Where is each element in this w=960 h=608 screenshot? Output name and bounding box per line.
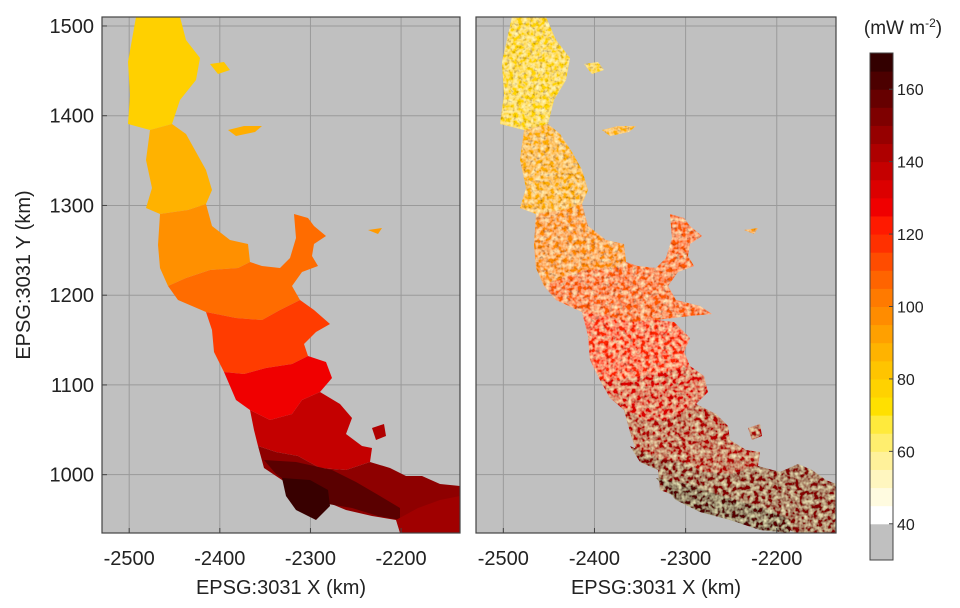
island bbox=[584, 62, 604, 74]
x-tick-label: -2400 bbox=[194, 548, 245, 570]
right-x-tick-labels: -2500 -2400 -2300 -2200 bbox=[478, 528, 802, 570]
colorbar-level bbox=[870, 270, 893, 289]
island bbox=[744, 228, 758, 234]
left-y-axis-label: EPSG:3031 Y (km) bbox=[13, 190, 35, 359]
left-x-tick-labels: -2500 -2400 -2300 -2200 bbox=[104, 528, 427, 570]
colorbar-level bbox=[870, 378, 893, 398]
colorbar-tick-labels: 40 60 80 100 120 140 160 bbox=[889, 82, 924, 534]
colorbar-level bbox=[870, 197, 893, 217]
x-tick-label: -2300 bbox=[660, 548, 711, 570]
band-112 bbox=[206, 300, 330, 374]
colorbar-level bbox=[870, 505, 893, 525]
band-98 bbox=[158, 204, 250, 286]
colorbar-level bbox=[870, 288, 893, 307]
colorbar-level bbox=[870, 179, 893, 199]
colorbar-level bbox=[870, 360, 893, 380]
x-tick-label: -2200 bbox=[376, 548, 427, 570]
x-tick-label: -2200 bbox=[751, 548, 802, 570]
colorbar-unit-label: (mW m-2) bbox=[864, 16, 942, 39]
band-104 bbox=[544, 214, 712, 322]
x-tick-label: -2500 bbox=[478, 548, 529, 570]
colorbar-level bbox=[870, 487, 893, 507]
y-tick-label: 1000 bbox=[50, 465, 95, 487]
colorbar-level bbox=[870, 415, 893, 434]
right-x-axis-label: EPSG:3031 X (km) bbox=[571, 577, 741, 599]
colorbar-tick-label: 140 bbox=[897, 155, 924, 172]
band-145 bbox=[630, 446, 836, 533]
band-112 bbox=[582, 312, 690, 380]
y-tick-label: 1500 bbox=[50, 16, 95, 38]
colorbar-level bbox=[870, 469, 893, 489]
colorbar-tick-label: 60 bbox=[897, 444, 915, 461]
colorbar-levels bbox=[870, 53, 893, 561]
left-y-tick-labels: 1000 1100 1200 1300 1400 1500 bbox=[50, 16, 107, 487]
right-map-panel: -2500 -2400 -2300 -2200 EPSG:3031 X (km) bbox=[475, 16, 837, 599]
colorbar-tick-label: 100 bbox=[897, 300, 924, 317]
colorbar-level bbox=[870, 342, 893, 362]
colorbar-level bbox=[870, 451, 893, 470]
colorbar-level bbox=[870, 433, 893, 452]
island bbox=[372, 424, 386, 440]
band-92 bbox=[520, 124, 588, 214]
left-plot-frame bbox=[101, 16, 461, 534]
colorbar-level bbox=[870, 234, 893, 253]
colorbar-tick-label: 120 bbox=[897, 227, 924, 244]
colorbar-level bbox=[870, 143, 893, 163]
island bbox=[210, 62, 230, 74]
island bbox=[748, 424, 762, 440]
band-132 bbox=[250, 392, 372, 470]
colorbar-level bbox=[870, 215, 893, 235]
x-tick-label: -2400 bbox=[569, 548, 620, 570]
left-map-panel: -2500 -2400 -2300 -2200 1000 1100 1200 1300 140… bbox=[13, 16, 461, 599]
colorbar-level bbox=[870, 397, 893, 416]
island bbox=[368, 228, 382, 234]
band-104 bbox=[168, 214, 326, 320]
band-92 bbox=[146, 124, 212, 214]
colorbar-level bbox=[870, 89, 893, 108]
island bbox=[602, 126, 636, 136]
band-120 bbox=[600, 366, 708, 420]
band-84 bbox=[128, 17, 200, 130]
band-120 bbox=[224, 356, 332, 420]
band-132 bbox=[624, 404, 760, 474]
left-x-axis-label: EPSG:3031 X (km) bbox=[196, 577, 366, 599]
left-heat-field bbox=[128, 17, 460, 533]
colorbar-tick-label: 160 bbox=[897, 82, 924, 99]
colorbar-level bbox=[870, 53, 893, 72]
band-160 bbox=[656, 478, 790, 533]
colorbar-level bbox=[870, 523, 893, 561]
right-heat-field bbox=[500, 17, 836, 533]
colorbar-level bbox=[870, 71, 893, 90]
band-98 bbox=[534, 204, 626, 286]
colorbar-tick-label: 80 bbox=[897, 372, 915, 389]
band-84 bbox=[500, 17, 570, 130]
colorbar-level bbox=[870, 324, 893, 344]
colorbar-level bbox=[870, 306, 893, 326]
band-158 bbox=[264, 460, 400, 520]
island bbox=[228, 126, 262, 136]
y-tick-label: 1300 bbox=[50, 195, 95, 217]
band-150 bbox=[396, 496, 460, 533]
colorbar-level bbox=[870, 252, 893, 271]
colorbar-level bbox=[870, 107, 893, 126]
colorbar: (mW m-2) 40 60 80 100 120 140 160 bbox=[864, 16, 942, 561]
band-165 bbox=[282, 478, 330, 520]
colorbar-level bbox=[870, 161, 893, 181]
y-tick-label: 1100 bbox=[51, 375, 94, 397]
x-tick-label: -2300 bbox=[285, 548, 336, 570]
colorbar-tick-label: 40 bbox=[897, 517, 915, 534]
x-tick-label: -2500 bbox=[104, 548, 155, 570]
right-plot-frame bbox=[475, 16, 837, 534]
colorbar-level bbox=[870, 125, 893, 145]
y-tick-label: 1400 bbox=[50, 106, 95, 128]
y-tick-label: 1200 bbox=[50, 285, 95, 307]
